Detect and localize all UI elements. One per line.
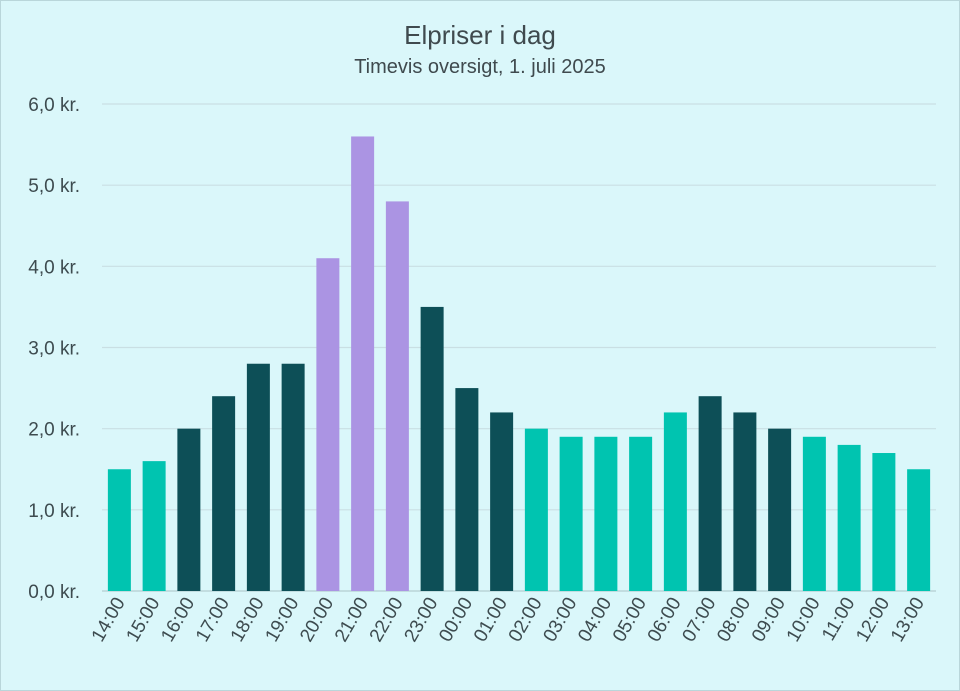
x-tick-label: 16:00	[157, 594, 199, 646]
bar	[385, 201, 409, 591]
bar	[177, 428, 201, 591]
x-tick-label: 17:00	[192, 594, 234, 646]
bar	[907, 469, 931, 591]
bar	[733, 412, 757, 591]
y-axis-labels: 0,0 kr. 1,0 kr. 2,0 kr. 3,0 kr. 4,0 kr. 5,0 k…	[28, 95, 80, 603]
x-tick-label: 19:00	[261, 594, 303, 646]
bar	[107, 469, 131, 591]
x-tick-label: 03:00	[539, 594, 581, 646]
y-tick-label: 0,0 kr.	[28, 582, 80, 603]
x-tick-label: 20:00	[296, 594, 338, 646]
bar	[490, 412, 514, 591]
x-tick-label: 18:00	[227, 594, 269, 646]
y-tick-label: 3,0 kr.	[28, 339, 80, 360]
x-tick-label: 09:00	[748, 594, 790, 646]
x-tick-label: 02:00	[505, 594, 547, 646]
x-tick-label: 21:00	[331, 594, 373, 646]
bar	[663, 412, 687, 591]
x-tick-label: 14:00	[88, 594, 130, 646]
bar	[524, 428, 548, 591]
bar	[212, 396, 236, 591]
bar	[698, 396, 722, 591]
bars	[107, 136, 931, 591]
bar	[420, 306, 444, 591]
bar	[455, 388, 479, 591]
y-tick-label: 1,0 kr.	[28, 501, 80, 522]
x-tick-label: 08:00	[713, 594, 755, 646]
bar	[316, 258, 340, 591]
y-tick-label: 2,0 kr.	[28, 420, 80, 441]
bar	[768, 428, 792, 591]
x-tick-label: 13:00	[887, 594, 929, 646]
grid-layer	[102, 103, 936, 592]
chart-subtitle: Timevis oversigt, 1. juli 2025	[354, 56, 606, 78]
x-tick-label: 06:00	[644, 594, 686, 646]
bar	[837, 444, 861, 591]
x-tick-label: 22:00	[366, 594, 408, 646]
y-tick-label: 6,0 kr.	[28, 95, 80, 116]
x-tick-label: 05:00	[609, 594, 651, 646]
bar	[351, 136, 375, 591]
bar	[281, 363, 305, 591]
bar	[246, 363, 270, 591]
x-tick-label: 10:00	[783, 594, 825, 646]
bar	[629, 436, 653, 591]
y-tick-label: 5,0 kr.	[28, 176, 80, 197]
x-tick-label: 01:00	[470, 594, 512, 646]
x-tick-label: 15:00	[122, 594, 164, 646]
chart-title: Elpriser i dag	[404, 20, 556, 50]
bar	[802, 436, 826, 591]
x-tick-label: 23:00	[400, 594, 442, 646]
x-tick-label: 12:00	[852, 594, 894, 646]
bar	[142, 461, 166, 591]
x-tick-label: 04:00	[574, 594, 616, 646]
x-tick-label: 07:00	[678, 594, 720, 646]
x-tick-label: 00:00	[435, 594, 477, 646]
x-axis-labels: 14:0015:0016:0017:0018:0019:0020:0021:00…	[88, 594, 929, 646]
y-tick-label: 4,0 kr.	[28, 257, 80, 278]
bar	[559, 436, 583, 591]
bar	[594, 436, 618, 591]
bar	[872, 453, 896, 591]
